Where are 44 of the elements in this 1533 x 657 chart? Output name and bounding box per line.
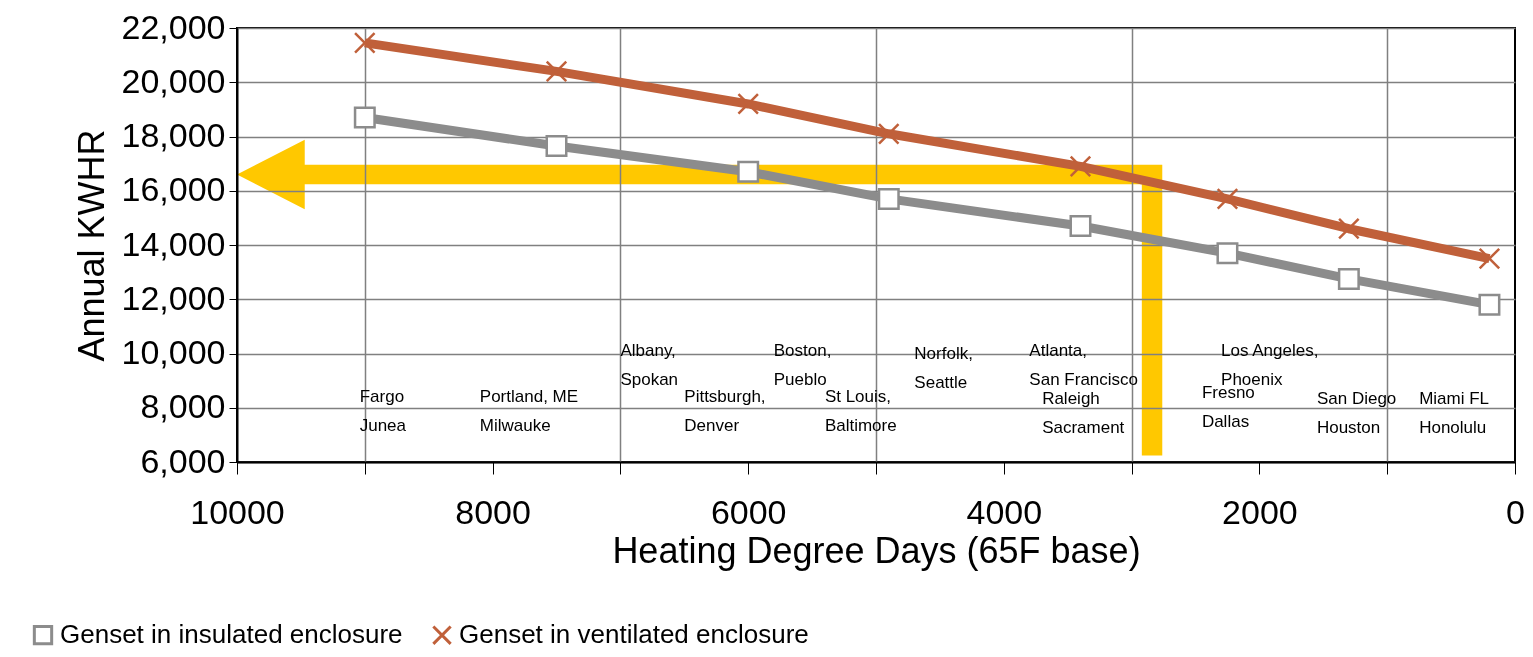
annotation: Atlanta, San Francisco <box>1029 341 1139 390</box>
point <box>737 92 760 115</box>
y-tick-label: 18,000 <box>121 116 226 154</box>
annotation: Pittsburgh, Denver <box>684 386 766 435</box>
legend-label: Genset in insulated enclosure <box>60 619 403 650</box>
point <box>737 160 760 183</box>
point <box>545 135 568 157</box>
point <box>1337 267 1360 290</box>
annotation: Portland, ME Milwauke <box>479 386 579 435</box>
annotation: Miami FL Honolulu <box>1419 389 1490 438</box>
y-axis-title: Annual KWHR <box>70 129 112 362</box>
y-tick-label: 14,000 <box>121 224 226 263</box>
point <box>877 122 900 145</box>
x-tick-label: 0 <box>1506 492 1525 531</box>
point <box>877 187 900 210</box>
annotation: Norfolk, Seattle <box>914 343 973 392</box>
annotation: San Diego Houston <box>1316 389 1397 438</box>
annotation: Albany, Spokan <box>620 341 679 390</box>
point <box>1478 293 1501 316</box>
x-axis-title: Heating Degree Days (65F base) <box>612 529 1141 571</box>
point <box>1478 247 1501 270</box>
y-tick-label: 20,000 <box>121 61 226 100</box>
annotation: Fargo Junea <box>359 386 407 435</box>
point <box>1069 215 1092 238</box>
y-tick-label: 16,000 <box>121 170 226 209</box>
legend-label: Genset in ventilated enclosure <box>459 619 809 650</box>
point <box>353 31 376 54</box>
y-tick-label: 8,000 <box>140 387 226 426</box>
annotation: Raleigh Sacrament <box>1042 389 1125 438</box>
point <box>353 106 376 129</box>
x-tick-label: 2000 <box>1222 492 1298 531</box>
x-tick-label: 8000 <box>455 492 531 531</box>
point <box>1216 187 1239 210</box>
point <box>1069 155 1092 178</box>
y-tick-label: 12,000 <box>121 278 226 317</box>
point <box>545 60 568 83</box>
x-tick-label: 4000 <box>966 492 1043 531</box>
point <box>1337 217 1360 240</box>
x-tick-label: 6000 <box>710 492 787 531</box>
y-tick-label: 22,000 <box>121 7 226 46</box>
y-tick-label: 10,000 <box>121 333 226 371</box>
point <box>1216 242 1239 265</box>
y-tick-label: 6,000 <box>140 441 226 480</box>
x-tick-label: 10000 <box>190 492 285 531</box>
